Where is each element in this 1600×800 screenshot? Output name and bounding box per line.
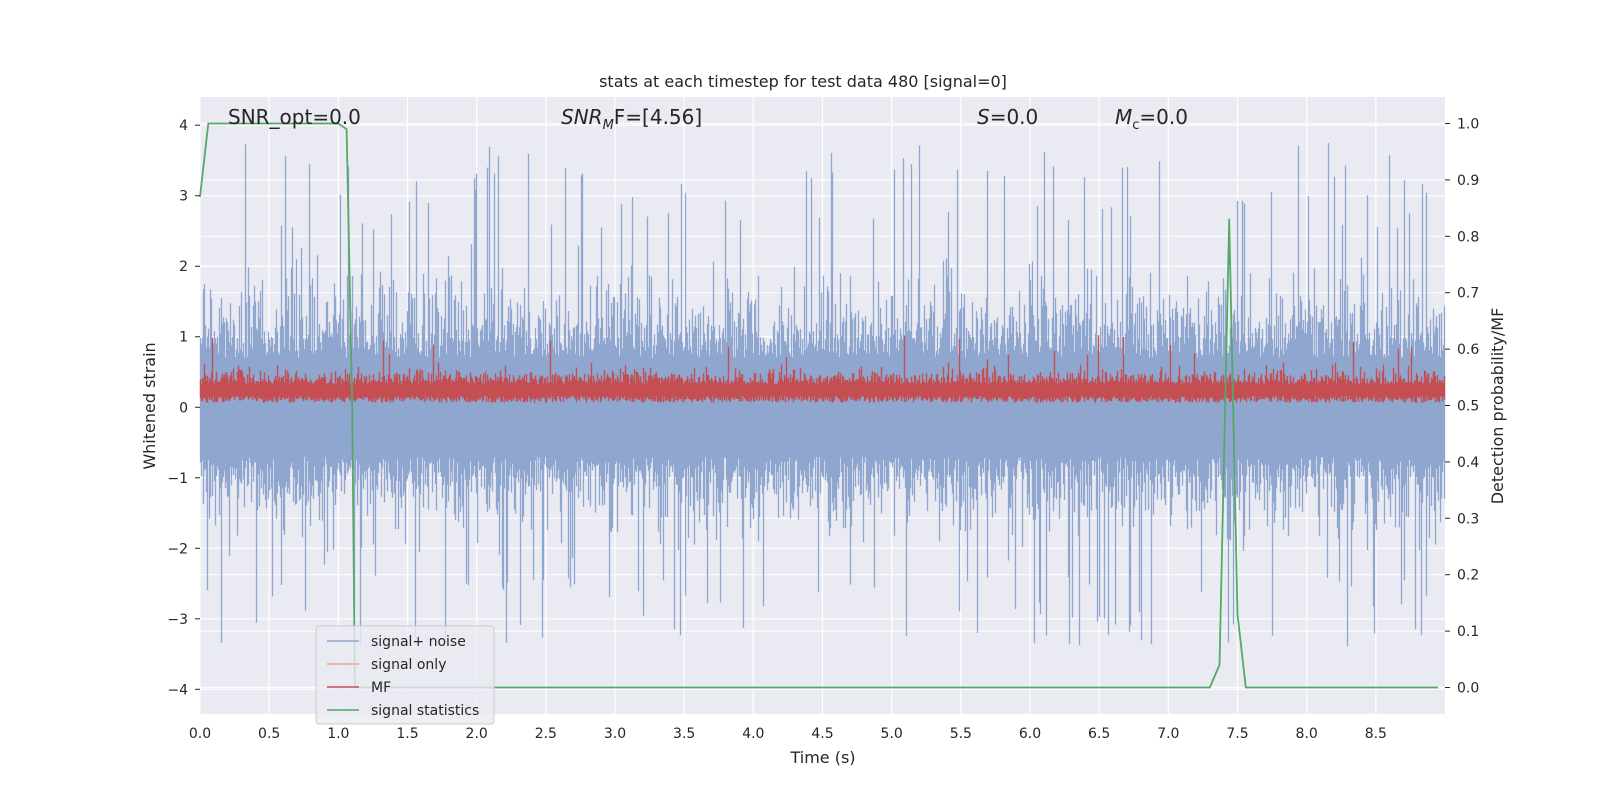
y-right-tick-1: 0.9 — [1457, 173, 1479, 189]
x-tick-6: 3.0 — [604, 726, 626, 742]
legend-label-mf: MF — [371, 680, 391, 696]
annotation-s: S=0.0 — [977, 105, 1038, 129]
x-tick-17: 8.5 — [1365, 726, 1387, 742]
y-right-tick-8: 0.2 — [1457, 568, 1479, 584]
y-right-tick-2: 0.8 — [1457, 229, 1479, 245]
y-right-tick-5: 0.5 — [1457, 399, 1479, 415]
x-tick-2: 1.0 — [327, 726, 349, 742]
x-tick-10: 5.0 — [881, 726, 903, 742]
y-left-axis-label: Whitened strain — [140, 342, 159, 469]
x-tick-9: 4.5 — [811, 726, 833, 742]
chart-title: stats at each timestep for test data 480… — [599, 72, 1007, 91]
y-left-tick-4: 0 — [179, 400, 188, 416]
x-tick-8: 4.0 — [742, 726, 764, 742]
x-tick-15: 7.5 — [1226, 726, 1248, 742]
x-tick-16: 8.0 — [1296, 726, 1318, 742]
series-signal-statistics — [199, 122, 1439, 689]
y-right-tick-9: 0.1 — [1457, 624, 1479, 640]
x-tick-0: 0.0 — [189, 726, 211, 742]
y-right-tick-7: 0.3 — [1457, 511, 1479, 527]
annotation-snr-mf: SNRMF=[4.56] — [561, 105, 702, 133]
y-right-tick-10: 0.0 — [1457, 680, 1479, 696]
series-mf — [199, 335, 1446, 403]
annotations: SNR_opt=0.0 SNRMF=[4.56] S=0.0 Mc=0.0 — [228, 105, 1188, 133]
mf-line — [199, 335, 1446, 403]
y-left-axis-ticks: 4 3 2 1 0 −1 −2 −3 −4 — [167, 118, 200, 698]
legend-box — [315, 625, 495, 725]
legend-label-signal-plus-noise: signal+ noise — [371, 634, 466, 650]
y-left-tick-5: −1 — [167, 471, 188, 487]
y-right-axis-label: Detection probability/MF — [1488, 308, 1507, 505]
y-left-tick-0: 4 — [179, 118, 188, 134]
x-tick-3: 1.5 — [396, 726, 418, 742]
x-tick-12: 6.0 — [1019, 726, 1041, 742]
legend: signal+ noise signal only MF signal stat… — [315, 625, 495, 725]
y-right-tick-6: 0.4 — [1457, 455, 1479, 471]
y-left-tick-1: 3 — [179, 189, 188, 205]
y-left-tick-8: −4 — [167, 682, 188, 698]
signal-statistics-line — [199, 122, 1439, 689]
x-axis-label: Time (s) — [789, 748, 855, 767]
y-left-tick-3: 1 — [179, 330, 188, 346]
x-tick-4: 2.0 — [466, 726, 488, 742]
legend-label-signal-only: signal only — [371, 657, 446, 673]
legend-label-signal-statistics: signal statistics — [371, 703, 479, 719]
x-tick-5: 2.5 — [535, 726, 557, 742]
y-right-tick-3: 0.7 — [1457, 286, 1479, 302]
y-right-axis-ticks: 1.0 0.9 0.8 0.7 0.6 0.5 0.4 0.3 0.2 0.1 0.0 — [1445, 117, 1479, 696]
x-tick-1: 0.5 — [258, 726, 280, 742]
y-left-tick-2: 2 — [179, 259, 188, 275]
x-tick-13: 6.5 — [1088, 726, 1110, 742]
annotation-snr-opt: SNR_opt=0.0 — [228, 105, 361, 129]
x-axis-ticks: 0.0 0.5 1.0 1.5 2.0 2.5 3.0 3.5 4.0 4.5 5.0 5.5 6.0 6… — [189, 726, 1387, 742]
annotation-mc: Mc=0.0 — [1115, 105, 1188, 133]
y-left-tick-6: −2 — [167, 541, 188, 557]
x-tick-11: 5.5 — [950, 726, 972, 742]
x-tick-7: 3.5 — [673, 726, 695, 742]
x-tick-14: 7.0 — [1157, 726, 1179, 742]
y-right-tick-4: 0.6 — [1457, 342, 1479, 358]
y-left-tick-7: −3 — [167, 612, 188, 628]
y-right-tick-0: 1.0 — [1457, 117, 1479, 133]
